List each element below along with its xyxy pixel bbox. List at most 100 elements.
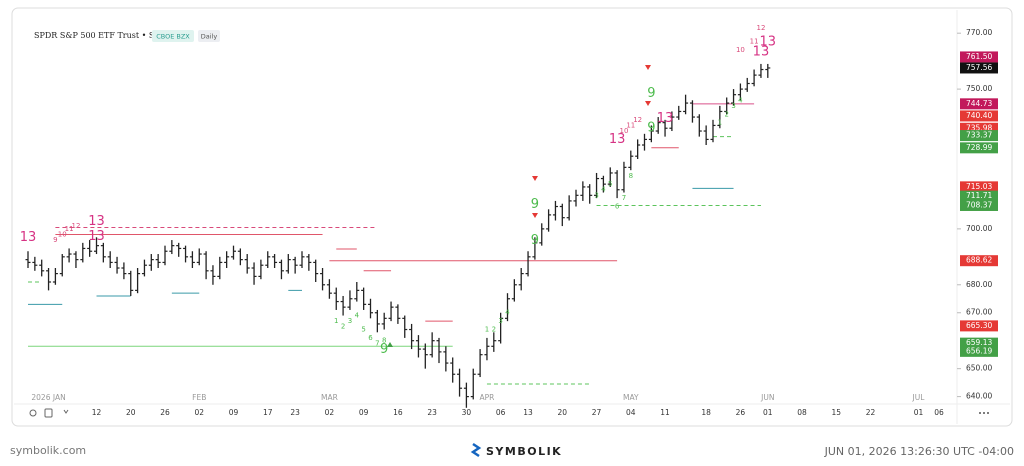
price-label: 711.71	[966, 191, 992, 200]
sequence-count: 13	[20, 230, 37, 245]
price-label-bg	[960, 110, 998, 122]
sequence-count: 9	[647, 121, 655, 136]
price-label: 665.30	[966, 321, 992, 330]
x-tick-label: 16	[393, 408, 403, 417]
x-tick-label: 17	[263, 408, 273, 417]
y-tick-label: 700.00	[966, 224, 992, 233]
sequence-count: 7	[622, 194, 626, 202]
price-label: 659.13	[966, 338, 992, 347]
more-menu[interactable]	[979, 412, 989, 414]
sequence-count: 3	[498, 317, 502, 325]
x-tick-label: 04	[626, 408, 636, 417]
price-label-bg	[960, 142, 998, 154]
x-tick-label: 18	[701, 408, 711, 417]
sequence-count: 1	[334, 317, 338, 325]
x-tick-label: 20	[126, 408, 136, 417]
price-label-bg	[960, 320, 998, 332]
price-label-bg	[960, 190, 998, 202]
toolbar[interactable]	[29, 408, 69, 418]
sequence-count: 4	[505, 309, 510, 317]
sequence-count: 6	[368, 334, 373, 342]
sequence-count: 9	[53, 236, 57, 244]
month-label: JUN	[760, 393, 774, 402]
x-tick-label: 01	[914, 408, 924, 417]
sequence-count: 8	[629, 172, 633, 180]
sequence-count: 11	[65, 225, 74, 233]
price-label: 744.73	[966, 99, 992, 108]
y-tick-label: 750.00	[966, 84, 992, 93]
y-tick-label: 640.00	[966, 392, 992, 401]
dropdown-icon[interactable]	[63, 409, 69, 414]
site-url: symbolik.com	[10, 444, 86, 457]
chart-title: SPDR S&P 500 ETF Trust • SPY	[34, 31, 166, 40]
sequence-count: 13	[88, 229, 105, 244]
sell-triangle	[532, 176, 538, 181]
sequence-count: 4	[355, 312, 360, 320]
chart-frame	[11, 7, 1013, 427]
sequence-count: 2	[492, 326, 496, 334]
timestamp: JUN 01, 2026 13:26:30 UTC -04:00	[824, 445, 1014, 458]
sequence-count: 11	[626, 121, 635, 129]
sequence-count: 12	[71, 222, 80, 230]
price-label: 708.37	[966, 200, 992, 209]
month-label: MAY	[623, 393, 639, 402]
sequence-count: 12	[633, 116, 642, 124]
price-label: 656.19	[966, 346, 992, 355]
sequence-count: 10	[58, 230, 67, 238]
price-label: 761.50	[966, 52, 992, 61]
price-label-bg	[960, 255, 998, 267]
price-label-bg	[960, 181, 998, 193]
x-tick-label: 30	[462, 408, 472, 417]
sequence-count: 8	[382, 337, 386, 345]
sequence-count: 1	[718, 119, 722, 127]
sequence-count: 13	[88, 214, 105, 229]
month-label: 2026 JAN	[31, 393, 65, 402]
sequence-count: 5	[361, 326, 365, 334]
y-tick-label: 770.00	[966, 28, 992, 37]
price-label-bg	[960, 51, 998, 63]
crosshair-icon[interactable]	[29, 409, 37, 417]
sequence-count: 10	[619, 127, 628, 135]
x-tick-label: 12	[92, 408, 102, 417]
sequence-count: 13	[760, 35, 777, 50]
y-tick-label: 680.00	[966, 280, 992, 289]
sequence-count: 13	[657, 111, 674, 126]
sequence-count: 4	[738, 96, 743, 104]
x-tick-label: 15	[832, 408, 842, 417]
y-tick-label: 650.00	[966, 364, 992, 373]
sequence-count: 7	[375, 339, 379, 347]
sequence-count: 1	[485, 326, 489, 334]
sequence-count: 13	[753, 45, 770, 60]
sequence-count: 5	[608, 180, 612, 188]
x-tick-label: 09	[359, 408, 369, 417]
x-tick-label: 06	[496, 408, 506, 417]
interval-badge	[198, 30, 220, 42]
sequence-count: 9	[380, 342, 388, 357]
x-tick-label: 13	[523, 408, 533, 417]
x-tick-label: 22	[866, 408, 876, 417]
sell-triangle	[645, 101, 651, 106]
price-label-bg	[960, 345, 998, 357]
sequence-count: 9	[531, 197, 539, 212]
x-tick-label: 08	[797, 408, 807, 417]
x-tick-label: 20	[558, 408, 568, 417]
price-label: 733.37	[966, 131, 992, 140]
sequence-count: 4	[601, 186, 606, 194]
sequence-count: 3	[348, 317, 352, 325]
calendar-icon[interactable]	[44, 408, 53, 418]
x-tick-label: 26	[736, 408, 746, 417]
sequence-count: 2	[341, 323, 345, 331]
interval: Daily	[201, 33, 218, 41]
price-label: 688.62	[966, 256, 992, 265]
brand: SYMBOLIK	[486, 445, 562, 458]
month-label: FEB	[192, 393, 206, 402]
sequence-count: 3	[731, 102, 735, 110]
x-tick-label: 26	[160, 408, 170, 417]
sequence-count: 9	[531, 233, 539, 248]
brand-logo	[470, 442, 482, 458]
x-tick-label: 11	[660, 408, 670, 417]
sequence-count: 12	[756, 24, 765, 32]
price-label: 740.40	[966, 111, 992, 120]
exchange-badge	[152, 30, 194, 42]
